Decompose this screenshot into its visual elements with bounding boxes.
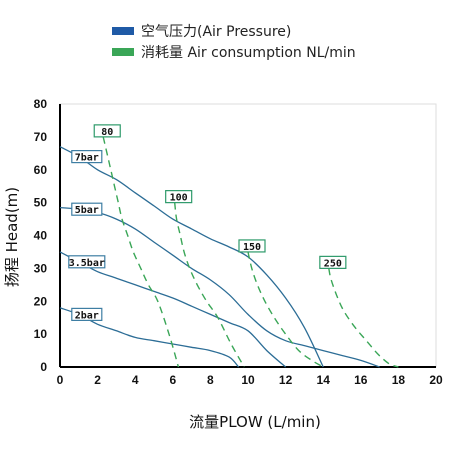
series-tag-label: 5bar — [75, 205, 99, 216]
x-tick-label: 10 — [241, 373, 255, 387]
y-tick-label: 70 — [34, 130, 48, 144]
series-tag-box — [71, 307, 103, 321]
plot-area — [59, 103, 437, 368]
x-tick-label: 8 — [207, 373, 214, 387]
series-tag-label: 150 — [243, 242, 261, 253]
y-tick-label: 10 — [34, 327, 48, 341]
legend-label-air-pressure: 空气压力(Air Pressure) — [141, 24, 292, 40]
series-tags-layer: 7bar 5bar 3.5bar 2bar 80 100 150 250 — [68, 124, 347, 321]
pressure-curve-2bar — [59, 307, 240, 368]
y-tick-label: 80 — [34, 97, 48, 111]
consumption-curve-80 — [102, 136, 180, 368]
series-tag-label: 3.5bar — [69, 258, 105, 269]
y-axis-label: 扬程 Head(m) — [3, 187, 21, 287]
x-axis-ticks: 0 2 4 6 8 10 12 14 16 18 20 — [57, 373, 443, 387]
y-tick-label: 60 — [34, 163, 48, 177]
x-axis-label: 流量PLOW (L/min) — [189, 413, 321, 431]
plot-frame — [59, 103, 437, 368]
y-axis-ticks: 0 10 20 30 40 50 60 70 80 — [34, 97, 48, 374]
x-tick-label: 0 — [57, 373, 64, 387]
series-tag-label: 100 — [170, 193, 188, 204]
consumption-curve-150 — [247, 251, 324, 368]
y-tick-label: 50 — [34, 196, 48, 210]
series-tag-label: 7bar — [75, 153, 99, 164]
series-tag-label: 2bar — [75, 310, 99, 321]
x-tick-label: 14 — [317, 373, 331, 387]
x-tick-label: 20 — [429, 373, 443, 387]
pressure-curve-7bar — [59, 146, 324, 368]
legend-swatch-air-pressure — [112, 27, 134, 35]
x-tick-label: 12 — [279, 373, 293, 387]
x-tick-label: 2 — [94, 373, 101, 387]
pressure-curve-5bar — [59, 206, 380, 368]
curves-layer — [59, 136, 399, 368]
consumption-curve-100 — [174, 202, 245, 368]
consumption-curve-250 — [328, 268, 399, 368]
x-tick-label: 4 — [132, 373, 139, 387]
series-tag-label: 80 — [101, 127, 113, 138]
y-tick-label: 40 — [34, 229, 48, 243]
series-tag-box — [68, 255, 106, 269]
legend-item-air-consumption: 消耗量 Air consumption NL/min — [112, 42, 356, 62]
series-tag-box — [319, 255, 347, 269]
series-tag-box — [71, 202, 103, 216]
legend-label-air-consumption: 消耗量 Air consumption NL/min — [141, 45, 356, 61]
legend-swatch-air-consumption — [112, 48, 134, 56]
x-tick-label: 16 — [354, 373, 368, 387]
legend-item-air-pressure: 空气压力(Air Pressure) — [112, 21, 291, 41]
series-tag-box — [165, 190, 193, 204]
x-tick-label: 18 — [392, 373, 406, 387]
pressure-curve-3-5bar — [59, 251, 287, 368]
y-tick-label: 0 — [40, 360, 47, 374]
y-tick-label: 20 — [34, 294, 48, 308]
series-tag-box — [238, 239, 266, 253]
series-tag-label: 250 — [324, 258, 342, 269]
series-tag-box — [93, 124, 121, 138]
x-tick-label: 6 — [169, 373, 176, 387]
y-tick-label: 30 — [34, 261, 48, 275]
series-tag-box — [71, 150, 103, 164]
